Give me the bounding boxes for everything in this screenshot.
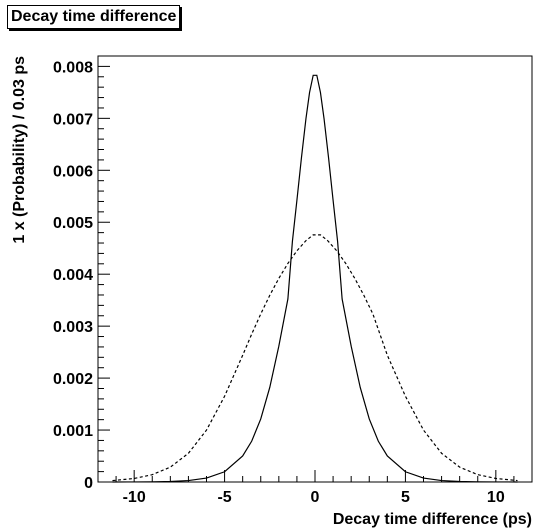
y-tick-label: 0.007 [53, 111, 93, 128]
x-tick-label: -10 [123, 489, 146, 506]
y-tick-label: 0.006 [53, 163, 93, 180]
chart-title: Decay time difference [7, 5, 181, 29]
y-axis-label: 1 x (Probability) / 0.03 ps [11, 56, 28, 244]
x-tick-label: -5 [217, 489, 231, 506]
x-tick-label: 0 [311, 489, 320, 506]
y-tick-label: 0.003 [53, 319, 93, 336]
x-axis-ticks [97, 470, 533, 482]
y-tick-label: 0.008 [53, 59, 93, 76]
x-axis-label: Decay time difference (ps) [333, 511, 532, 528]
x-tick-label: 10 [487, 489, 505, 506]
y-axis-tick-labels: 0 0.001 0.002 0.003 0.004 0.005 0.006 0.007 0.00… [53, 59, 93, 492]
y-axis-ticks [98, 55, 110, 483]
x-tick-label: 5 [401, 489, 410, 506]
y-tick-label: 0.004 [53, 267, 93, 284]
data-series-group [112, 74, 518, 483]
series-line-2-dashed [112, 234, 518, 482]
y-tick-label: 0 [84, 475, 93, 492]
y-tick-label: 0.001 [53, 423, 93, 440]
y-tick-label: 0.005 [53, 215, 93, 232]
series-line-1-solid [112, 74, 518, 483]
y-tick-label: 0.002 [53, 371, 93, 388]
x-axis-tick-labels: -10 -5 0 5 10 [123, 489, 505, 506]
